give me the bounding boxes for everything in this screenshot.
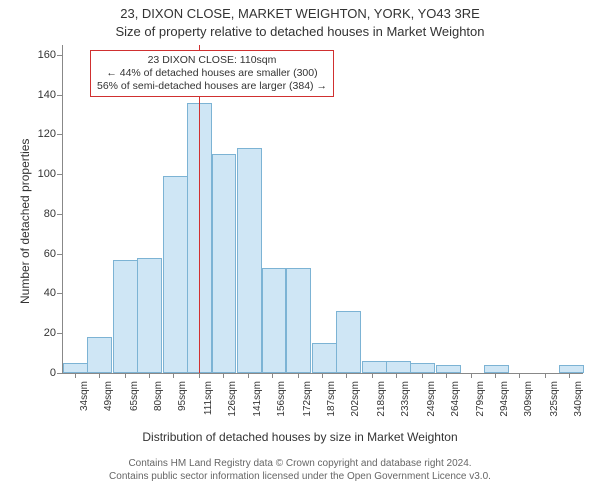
x-tick-mark [223, 373, 224, 378]
histogram-bar [187, 103, 212, 373]
y-tick-label: 20 [32, 327, 56, 339]
x-tick-label: 49sqm [103, 381, 114, 431]
histogram-bar [87, 337, 112, 373]
x-tick-mark [396, 373, 397, 378]
histogram-bar [559, 365, 584, 373]
x-tick-mark [173, 373, 174, 378]
chart-footer: Contains HM Land Registry data © Crown c… [0, 457, 600, 483]
x-tick-label: 249sqm [426, 381, 437, 431]
histogram-bar [410, 363, 435, 373]
y-tick-label: 80 [32, 208, 56, 220]
x-tick-label: 325sqm [549, 381, 560, 431]
histogram-bar [113, 260, 138, 373]
y-tick-mark [57, 254, 62, 255]
y-tick-mark [57, 134, 62, 135]
x-tick-label: 264sqm [450, 381, 461, 431]
x-tick-label: 141sqm [252, 381, 263, 431]
x-tick-mark [471, 373, 472, 378]
x-tick-mark [545, 373, 546, 378]
histogram-bar [286, 268, 311, 373]
x-tick-mark [322, 373, 323, 378]
x-tick-mark [346, 373, 347, 378]
y-tick-label: 140 [32, 89, 56, 101]
x-tick-mark [199, 373, 200, 378]
y-tick-mark [57, 293, 62, 294]
histogram-bar [436, 365, 461, 373]
histogram-bar [137, 258, 162, 373]
y-tick-label: 160 [32, 49, 56, 61]
histogram-bar [163, 176, 188, 373]
histogram-bar [336, 311, 361, 373]
x-tick-label: 80sqm [153, 381, 164, 431]
x-tick-label: 111sqm [203, 381, 214, 431]
footer-line1: Contains HM Land Registry data © Crown c… [0, 457, 600, 470]
x-tick-label: 309sqm [523, 381, 534, 431]
x-tick-mark [569, 373, 570, 378]
y-tick-label: 0 [32, 367, 56, 379]
y-axis-label: Number of detached properties [18, 139, 32, 304]
x-tick-mark [75, 373, 76, 378]
x-tick-label: 202sqm [350, 381, 361, 431]
x-tick-label: 65sqm [129, 381, 140, 431]
y-tick-mark [57, 95, 62, 96]
x-tick-label: 279sqm [475, 381, 486, 431]
x-tick-label: 156sqm [276, 381, 287, 431]
histogram-bar [312, 343, 337, 373]
x-tick-label: 172sqm [302, 381, 313, 431]
x-tick-mark [422, 373, 423, 378]
x-tick-label: 126sqm [227, 381, 238, 431]
histogram-bar [484, 365, 509, 373]
x-tick-label: 218sqm [376, 381, 387, 431]
annotation-line: 23 DIXON CLOSE: 110sqm [97, 54, 327, 67]
y-tick-mark [57, 55, 62, 56]
y-tick-mark [57, 214, 62, 215]
y-tick-mark [57, 174, 62, 175]
x-tick-label: 233sqm [400, 381, 411, 431]
x-tick-mark [149, 373, 150, 378]
x-tick-mark [248, 373, 249, 378]
chart-title-line2: Size of property relative to detached ho… [0, 24, 600, 39]
x-tick-mark [495, 373, 496, 378]
x-tick-label: 95sqm [177, 381, 188, 431]
x-tick-label: 294sqm [499, 381, 510, 431]
y-tick-label: 120 [32, 128, 56, 140]
histogram-bar [212, 154, 237, 373]
x-tick-label: 34sqm [79, 381, 90, 431]
x-tick-mark [125, 373, 126, 378]
histogram-bar [262, 268, 287, 373]
histogram-bar [63, 363, 88, 373]
annotation-line: 56% of semi-detached houses are larger (… [97, 80, 327, 93]
y-tick-mark [57, 333, 62, 334]
x-tick-mark [446, 373, 447, 378]
x-tick-mark [298, 373, 299, 378]
x-axis-label: Distribution of detached houses by size … [0, 430, 600, 444]
chart-title-line1: 23, DIXON CLOSE, MARKET WEIGHTON, YORK, … [0, 6, 600, 21]
y-tick-mark [57, 373, 62, 374]
y-tick-label: 100 [32, 168, 56, 180]
x-tick-label: 340sqm [573, 381, 584, 431]
annotation-line: ← 44% of detached houses are smaller (30… [97, 67, 327, 80]
y-tick-label: 60 [32, 248, 56, 260]
histogram-bar [362, 361, 387, 373]
x-tick-mark [99, 373, 100, 378]
histogram-bar [237, 148, 262, 373]
footer-line2: Contains public sector information licen… [0, 470, 600, 483]
x-tick-label: 187sqm [326, 381, 337, 431]
x-tick-mark [519, 373, 520, 378]
y-tick-label: 40 [32, 287, 56, 299]
histogram-bar [386, 361, 411, 373]
x-tick-mark [372, 373, 373, 378]
x-tick-mark [272, 373, 273, 378]
annotation-box: 23 DIXON CLOSE: 110sqm← 44% of detached … [90, 50, 334, 97]
